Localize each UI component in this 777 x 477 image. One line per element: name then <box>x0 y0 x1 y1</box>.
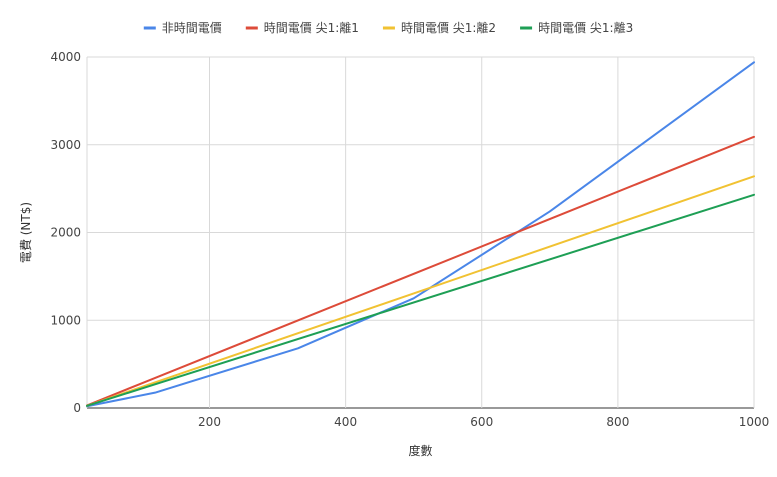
y-tick-label: 4000 <box>50 50 81 64</box>
legend-label: 非時間電價 <box>162 21 222 35</box>
x-axis-title: 度數 <box>408 443 432 458</box>
x-tick-label: 1000 <box>739 415 770 429</box>
series-line-4 <box>86 193 755 407</box>
legend-label: 時間電價 尖1:離1 <box>264 21 359 35</box>
x-tick-label: 600 <box>470 415 493 429</box>
legend-item-4[interactable]: 時間電價 尖1:離3 <box>520 21 633 35</box>
y-tick-label: 1000 <box>50 313 81 327</box>
x-tick-label: 400 <box>334 415 357 429</box>
grid <box>86 56 755 409</box>
y-tick-label: 3000 <box>50 138 81 152</box>
x-tick-label: 800 <box>606 415 629 429</box>
series-line-2 <box>86 135 755 407</box>
legend: 非時間電價 時間電價 尖1:離1 時間電價 尖1:離2 時間電價 尖1:離3 <box>143 21 633 35</box>
legend-label: 時間電價 尖1:離3 <box>538 21 633 35</box>
series-line-3 <box>86 175 755 407</box>
y-axis-title: 電費 (NT$) <box>18 202 33 263</box>
x-tick-label: 200 <box>198 415 221 429</box>
y-tick-label: 0 <box>73 401 81 415</box>
legend-label: 時間電價 尖1:離2 <box>401 21 496 35</box>
series-line-1 <box>86 61 755 408</box>
legend-item-1[interactable]: 非時間電價 <box>143 21 222 35</box>
legend-item-3[interactable]: 時間電價 尖1:離2 <box>382 21 496 35</box>
series-lines <box>86 61 755 408</box>
y-tick-label: 2000 <box>50 226 81 240</box>
legend-item-2[interactable]: 時間電價 尖1:離1 <box>245 21 359 35</box>
axes: 0 1000 2000 3000 4000 200 400 600 800 1000 <box>50 50 769 429</box>
